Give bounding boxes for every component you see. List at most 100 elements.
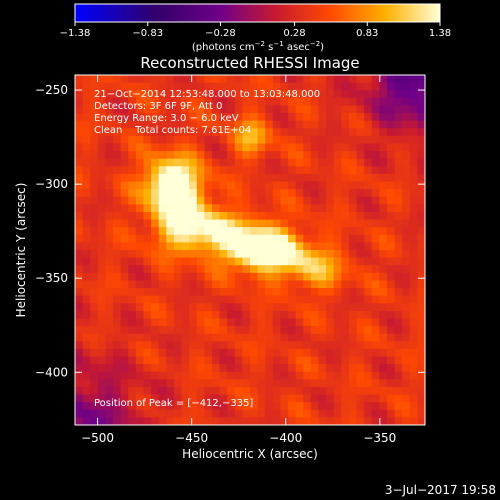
- heatmap-cell: [105, 371, 114, 380]
- heatmap-cell: [394, 371, 403, 380]
- heatmap-cell: [272, 227, 281, 236]
- heatmap-cell: [288, 295, 297, 304]
- heatmap-cell: [75, 173, 84, 182]
- heatmap-cell: [189, 333, 198, 342]
- heatmap-cell: [326, 105, 335, 114]
- heatmap-cell: [113, 310, 122, 319]
- heatmap-cell: [135, 151, 144, 160]
- heatmap-cell: [417, 219, 425, 228]
- heatmap-cell: [135, 173, 144, 182]
- heatmap-cell: [295, 173, 304, 182]
- heatmap-cell: [341, 75, 350, 84]
- heatmap-cell: [318, 272, 327, 281]
- heatmap-cell: [318, 364, 327, 373]
- heatmap-cell: [242, 166, 251, 175]
- heatmap-cell: [394, 318, 403, 327]
- heatmap-cell: [204, 219, 213, 228]
- heatmap-cell: [120, 318, 129, 327]
- heatmap-cell: [82, 386, 91, 395]
- heatmap-cell: [143, 356, 152, 365]
- heatmap-cell: [288, 318, 297, 327]
- heatmap-cell: [280, 97, 289, 106]
- heatmap-cell: [234, 204, 243, 213]
- heatmap-cell: [402, 196, 411, 205]
- heatmap-cell: [295, 318, 304, 327]
- heatmap-cell: [151, 135, 160, 144]
- heatmap-cell: [379, 310, 388, 319]
- heatmap-cell: [128, 379, 137, 388]
- heatmap-cell: [181, 97, 190, 106]
- heatmap-cell: [204, 242, 213, 251]
- heatmap-cell: [173, 402, 182, 411]
- heatmap-cell: [151, 272, 160, 281]
- heatmap-cell: [196, 75, 205, 84]
- heatmap-cell: [242, 326, 251, 335]
- heatmap-cell: [234, 272, 243, 281]
- heatmap-cell: [326, 318, 335, 327]
- heatmap-cell: [181, 219, 190, 228]
- heatmap-cell: [204, 234, 213, 243]
- heatmap-cell: [356, 166, 365, 175]
- heatmap-cell: [128, 333, 137, 342]
- heatmap-cell: [394, 75, 403, 84]
- heatmap-cell: [250, 250, 259, 259]
- heatmap-cell: [151, 417, 160, 425]
- heatmap-cell: [326, 257, 335, 266]
- heatmap-cell: [143, 303, 152, 312]
- heatmap-cell: [310, 295, 319, 304]
- heatmap-cell: [151, 257, 160, 266]
- heatmap-cell: [326, 151, 335, 160]
- heatmap-cell: [105, 326, 114, 335]
- heatmap-cell: [143, 75, 152, 84]
- heatmap-cell: [333, 120, 342, 129]
- heatmap-cell: [280, 181, 289, 190]
- heatmap-cell: [310, 371, 319, 380]
- heatmap-cell: [173, 295, 182, 304]
- heatmap-cell: [257, 75, 266, 84]
- heatmap-cell: [364, 257, 373, 266]
- heatmap-cell: [348, 158, 357, 167]
- heatmap-cell: [219, 166, 228, 175]
- heatmap-cell: [333, 295, 342, 304]
- heatmap-cell: [364, 196, 373, 205]
- heatmap-cell: [364, 143, 373, 152]
- heatmap-cell: [196, 120, 205, 129]
- heatmap-cell: [371, 386, 380, 395]
- heatmap-cell: [166, 394, 175, 403]
- plot-frame: [74, 74, 426, 426]
- heatmap-cell: [341, 151, 350, 160]
- heatmap-cell: [250, 364, 259, 373]
- heatmap-cell: [97, 295, 106, 304]
- heatmap-cell: [82, 295, 91, 304]
- heatmap-cell: [318, 341, 327, 350]
- heatmap-cell: [211, 394, 220, 403]
- heatmap-cell: [379, 234, 388, 243]
- heatmap-cell: [204, 333, 213, 342]
- heatmap-cell: [143, 234, 152, 243]
- heatmap-cell: [348, 128, 357, 137]
- heatmap-cell: [265, 326, 274, 335]
- heatmap-cell: [227, 82, 236, 91]
- heatmap-cell: [356, 341, 365, 350]
- heatmap-cell: [128, 310, 137, 319]
- heatmap-cell: [280, 341, 289, 350]
- heatmap-cell: [295, 211, 304, 220]
- heatmap-cell: [135, 272, 144, 281]
- heatmap-cell: [257, 97, 266, 106]
- heatmap-cell: [417, 257, 425, 266]
- heatmap-cell: [288, 189, 297, 198]
- heatmap-cell: [97, 196, 106, 205]
- heatmap-cell: [250, 219, 259, 228]
- heatmap-cell: [318, 402, 327, 411]
- heatmap-cell: [257, 265, 266, 274]
- heatmap-cell: [409, 272, 418, 281]
- heatmap-cell: [105, 105, 114, 114]
- heatmap-cell: [151, 120, 160, 129]
- heatmap-cell: [158, 348, 167, 357]
- heatmap-cell: [250, 402, 259, 411]
- heatmap-cell: [386, 151, 395, 160]
- heatmap-cell: [409, 394, 418, 403]
- heatmap-cell: [379, 189, 388, 198]
- heatmap-cell: [318, 303, 327, 312]
- heatmap-cell: [348, 166, 357, 175]
